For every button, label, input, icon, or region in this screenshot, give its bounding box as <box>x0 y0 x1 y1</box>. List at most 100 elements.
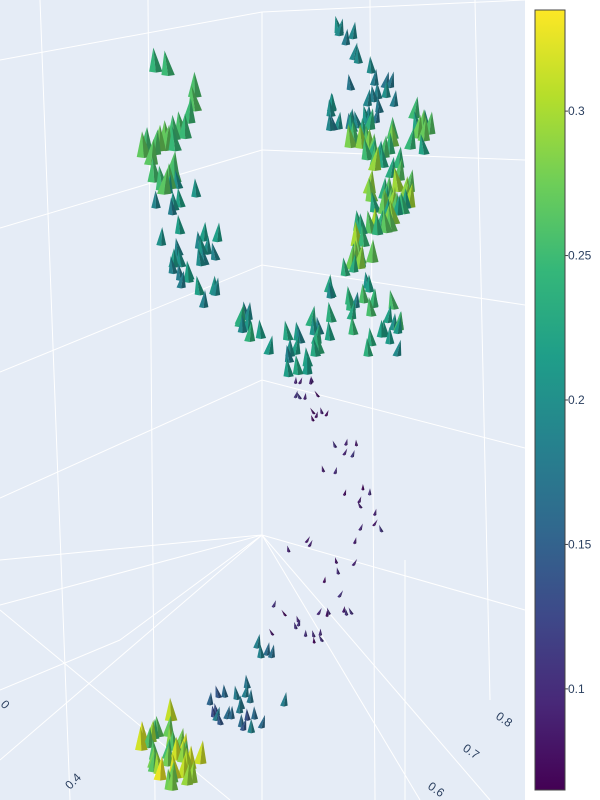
cone[interactable] <box>314 411 318 419</box>
cone[interactable] <box>348 315 359 336</box>
cone[interactable] <box>363 108 376 131</box>
cone[interactable] <box>281 609 288 617</box>
cone[interactable] <box>361 137 374 161</box>
cone[interactable] <box>181 762 194 786</box>
cone[interactable] <box>244 321 256 342</box>
cone[interactable] <box>298 377 303 385</box>
cone[interactable] <box>336 567 341 575</box>
cone[interactable] <box>383 305 393 324</box>
cone[interactable] <box>168 126 182 152</box>
cone[interactable] <box>255 319 267 340</box>
cone[interactable] <box>379 524 384 533</box>
cone[interactable] <box>284 344 295 363</box>
cone[interactable] <box>369 68 379 86</box>
cone[interactable] <box>350 450 355 458</box>
cone[interactable] <box>176 270 186 289</box>
cone[interactable] <box>293 390 298 399</box>
cone[interactable] <box>366 239 379 263</box>
cone[interactable] <box>363 337 374 357</box>
cone[interactable] <box>408 96 421 120</box>
cone[interactable] <box>235 699 244 714</box>
cone[interactable] <box>149 47 163 73</box>
cone[interactable] <box>296 391 302 400</box>
cone[interactable] <box>210 277 221 296</box>
cone[interactable] <box>314 390 320 398</box>
cone[interactable] <box>354 439 359 447</box>
cone[interactable] <box>372 508 377 516</box>
cone[interactable] <box>303 392 307 401</box>
cone[interactable] <box>324 409 329 417</box>
cone[interactable] <box>191 178 202 198</box>
cone[interactable] <box>156 226 167 246</box>
cone[interactable] <box>135 726 148 751</box>
cone[interactable] <box>368 146 382 171</box>
cone[interactable] <box>239 718 247 731</box>
cone[interactable] <box>322 576 326 584</box>
cone[interactable] <box>358 224 370 247</box>
cone[interactable] <box>251 706 259 720</box>
cone[interactable] <box>334 18 344 37</box>
cone[interactable] <box>212 222 223 243</box>
cone[interactable] <box>174 214 186 235</box>
cone[interactable] <box>161 50 175 76</box>
cone[interactable] <box>351 558 358 567</box>
cone[interactable] <box>156 168 171 195</box>
cone[interactable] <box>318 634 325 643</box>
scene-3d[interactable]: 00.4 0.60.70.8 <box>0 0 526 800</box>
cone[interactable] <box>233 685 241 701</box>
cone[interactable] <box>311 414 315 422</box>
cone[interactable] <box>342 489 347 496</box>
cone[interactable] <box>391 166 406 193</box>
cone[interactable] <box>333 466 337 475</box>
cone[interactable] <box>346 73 356 91</box>
cone[interactable] <box>198 235 209 255</box>
cone[interactable] <box>206 692 214 706</box>
cone[interactable] <box>326 99 336 117</box>
cone[interactable] <box>178 113 192 140</box>
cone[interactable] <box>380 209 393 234</box>
cone[interactable] <box>263 335 274 355</box>
cone[interactable] <box>344 438 348 446</box>
cone[interactable] <box>312 637 316 644</box>
cone[interactable] <box>287 545 291 553</box>
cone[interactable] <box>304 536 311 544</box>
cone[interactable] <box>310 336 322 357</box>
cone[interactable] <box>404 127 416 150</box>
cone[interactable] <box>199 290 209 309</box>
cone[interactable] <box>318 628 323 637</box>
cones-layer[interactable] <box>135 15 436 791</box>
cone[interactable] <box>392 339 402 357</box>
cone[interactable] <box>348 21 358 40</box>
cone[interactable] <box>358 283 370 304</box>
cone[interactable] <box>221 684 229 698</box>
cone[interactable] <box>361 483 365 491</box>
cone[interactable] <box>193 740 207 765</box>
cone[interactable] <box>167 197 178 216</box>
cone[interactable] <box>325 301 337 323</box>
cone[interactable] <box>342 605 346 614</box>
cone[interactable] <box>389 89 399 107</box>
cone[interactable] <box>348 607 354 615</box>
cone[interactable] <box>341 28 351 46</box>
cone[interactable] <box>227 705 235 720</box>
cone[interactable] <box>321 465 326 473</box>
cone[interactable] <box>183 262 194 283</box>
cone[interactable] <box>303 629 308 638</box>
cone[interactable] <box>320 407 324 415</box>
cone[interactable] <box>237 314 248 334</box>
cone[interactable] <box>282 320 294 341</box>
cone[interactable] <box>296 619 301 627</box>
cone[interactable] <box>280 691 288 707</box>
cone[interactable] <box>292 354 304 376</box>
cone[interactable] <box>309 377 313 385</box>
cone[interactable] <box>310 407 316 415</box>
cone[interactable] <box>168 256 178 275</box>
cone[interactable] <box>352 537 357 545</box>
cone[interactable] <box>344 608 349 616</box>
cone[interactable] <box>312 630 316 638</box>
cone[interactable] <box>302 355 313 375</box>
cone[interactable] <box>244 708 251 721</box>
cone[interactable] <box>388 289 399 310</box>
cone[interactable] <box>166 768 179 791</box>
